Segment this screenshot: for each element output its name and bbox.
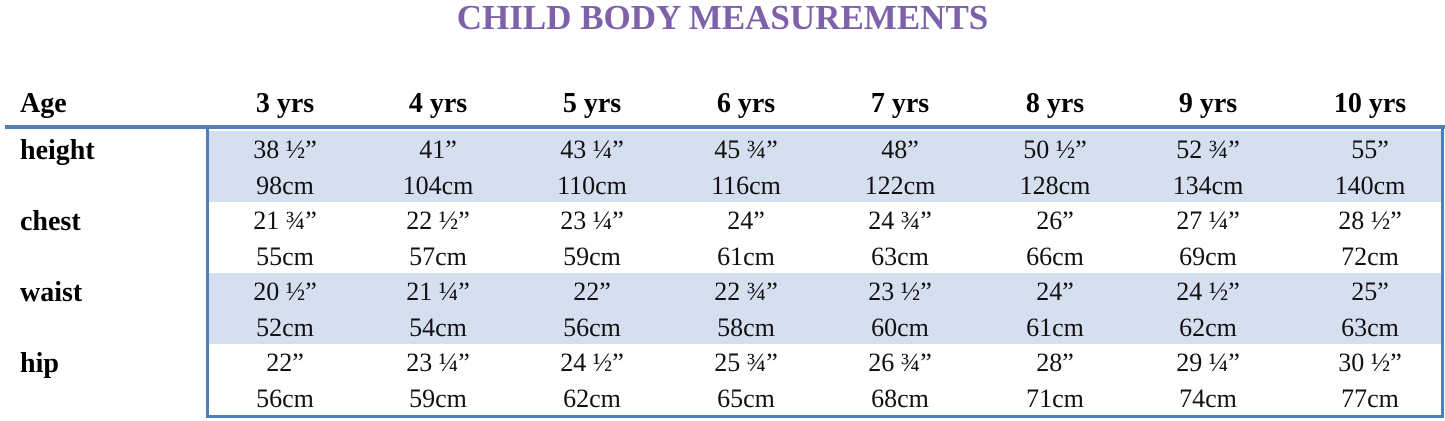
cell-inches: 24 ½” [1176, 277, 1240, 306]
cell-cm: 140cm [1334, 171, 1406, 200]
cell-cm: 59cm [409, 384, 467, 413]
column-header: 3 yrs [255, 88, 315, 119]
cell-inches: 27 ¼” [1176, 206, 1240, 235]
cell-inches: 24 ¾” [868, 206, 932, 235]
cell-cm: 62cm [1179, 313, 1237, 342]
cell-cm: 116cm [711, 171, 781, 200]
cell-inches: 23 ½” [868, 277, 932, 306]
cell-inches: 23 ¼” [560, 206, 624, 235]
cell-cm: 58cm [717, 313, 775, 342]
cell-cm: 72cm [1341, 242, 1399, 271]
cell-inches: 25 ¾” [714, 348, 778, 377]
cell-inches: 28” [1036, 348, 1074, 377]
cell-cm: 128cm [1019, 171, 1091, 200]
cell-cm: 77cm [1341, 384, 1399, 413]
row-label: chest [20, 206, 81, 237]
cell-cm: 60cm [871, 313, 929, 342]
cell-cm: 55cm [256, 242, 314, 271]
cell-inches: 52 ¾” [1176, 135, 1240, 164]
cell-cm: 104cm [402, 171, 474, 200]
cell-cm: 122cm [864, 171, 936, 200]
cell-cm: 98cm [256, 171, 314, 200]
row-label: hip [20, 348, 59, 379]
cell-inches: 26” [1036, 206, 1074, 235]
column-header: 6 yrs [716, 88, 776, 119]
cell-cm: 74cm [1179, 384, 1237, 413]
cell-cm: 61cm [717, 242, 775, 271]
cell-cm: 69cm [1179, 242, 1237, 271]
cell-inches: 21 ¼” [406, 277, 470, 306]
cell-inches: 29 ¼” [1176, 348, 1240, 377]
cell-inches: 41” [419, 135, 457, 164]
cell-cm: 57cm [409, 242, 467, 271]
cell-inches: 26 ¾” [868, 348, 932, 377]
cell-inches: 24 ½” [560, 348, 624, 377]
corner-header: Age [20, 88, 67, 119]
row-band [209, 273, 1441, 344]
cell-inches: 22 ¾” [714, 277, 778, 306]
column-header: 5 yrs [562, 88, 622, 119]
column-header: 4 yrs [408, 88, 468, 119]
cell-inches: 24” [727, 206, 765, 235]
cell-inches: 22” [573, 277, 611, 306]
cell-cm: 56cm [563, 313, 621, 342]
cell-inches: 20 ½” [253, 277, 317, 306]
table-border [206, 127, 1444, 418]
cell-inches: 24” [1036, 277, 1074, 306]
cell-cm: 110cm [557, 171, 627, 200]
column-header: 9 yrs [1178, 88, 1238, 119]
cell-inches: 48” [881, 135, 919, 164]
column-header: 8 yrs [1025, 88, 1085, 119]
cell-inches: 43 ¼” [560, 135, 624, 164]
row-label: waist [20, 277, 83, 308]
cell-cm: 54cm [409, 313, 467, 342]
cell-cm: 63cm [871, 242, 929, 271]
cell-cm: 68cm [871, 384, 929, 413]
column-header: 7 yrs [870, 88, 930, 119]
cell-cm: 66cm [1026, 242, 1084, 271]
cell-inches: 38 ½” [253, 135, 317, 164]
cell-inches: 45 ¾” [714, 135, 778, 164]
cell-cm: 62cm [563, 384, 621, 413]
header-rule [5, 125, 1445, 129]
row-band [209, 131, 1441, 202]
cell-cm: 56cm [256, 384, 314, 413]
cell-cm: 134cm [1172, 171, 1244, 200]
cell-inches: 22” [266, 348, 304, 377]
cell-inches: 30 ½” [1338, 348, 1402, 377]
cell-inches: 50 ½” [1023, 135, 1087, 164]
cell-inches: 25” [1351, 277, 1389, 306]
cell-cm: 71cm [1026, 384, 1084, 413]
title: CHILD BODY MEASUREMENTS [456, 0, 989, 37]
cell-inches: 28 ½” [1338, 206, 1402, 235]
cell-cm: 59cm [563, 242, 621, 271]
cell-cm: 65cm [717, 384, 775, 413]
cell-inches: 22 ½” [406, 206, 470, 235]
cell-cm: 61cm [1026, 313, 1084, 342]
cell-cm: 52cm [256, 313, 314, 342]
cell-inches: 23 ¼” [406, 348, 470, 377]
cell-inches: 55” [1351, 135, 1389, 164]
cell-cm: 63cm [1341, 313, 1399, 342]
cell-inches: 21 ¾” [253, 206, 317, 235]
column-header: 10 yrs [1333, 88, 1407, 119]
row-label: height [20, 135, 95, 166]
